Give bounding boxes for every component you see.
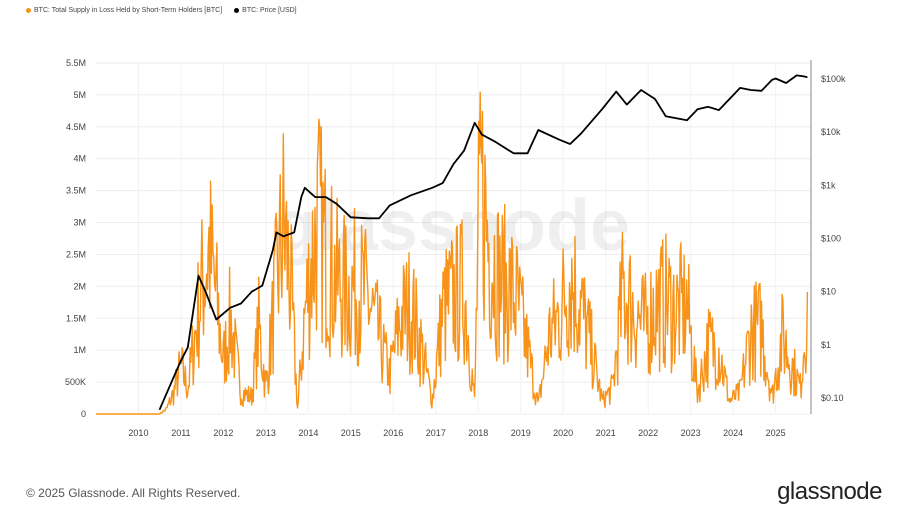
left-tick-label: 4.5M bbox=[66, 122, 86, 132]
price-line bbox=[158, 74, 808, 411]
legend-label-price: BTC: Price [USD] bbox=[242, 6, 297, 14]
chart-legend: BTC: Total Supply in Loss Held by Short-… bbox=[26, 4, 297, 16]
right-tick-label: $10 bbox=[821, 287, 836, 297]
legend-label-supply-in-loss: BTC: Total Supply in Loss Held by Short-… bbox=[34, 6, 223, 14]
legend-dot-supply-in-loss bbox=[26, 7, 31, 13]
x-tick-label: 2021 bbox=[596, 428, 616, 438]
left-tick-label: 1.5M bbox=[66, 313, 86, 323]
supply-series bbox=[96, 91, 809, 415]
grid bbox=[96, 62, 811, 415]
x-tick-label: 2014 bbox=[298, 428, 318, 438]
x-tick-label: 2023 bbox=[681, 428, 701, 438]
x-tick-label: 2024 bbox=[723, 428, 743, 438]
x-axis: 2010 2011 2012 2013 2014 2015 2016 2017 2018 2019… bbox=[128, 428, 785, 438]
left-tick-label: 2.5M bbox=[66, 249, 86, 259]
x-tick-label: 2013 bbox=[256, 428, 276, 438]
right-tick-label: $1 bbox=[821, 340, 831, 350]
chart-area: glassnode 0500K1M1.5M2M2.5M3M3.5M4M4.5M5… bbox=[65, 58, 846, 438]
right-tick-label: $100 bbox=[821, 234, 841, 244]
left-tick-label: 2M bbox=[73, 281, 86, 291]
left-tick-label: 5.5M bbox=[66, 58, 86, 68]
left-tick-label: 0 bbox=[81, 409, 86, 419]
right-tick-label: $1k bbox=[821, 180, 836, 190]
legend-dot-price bbox=[234, 7, 240, 13]
left-axis: 0 500K 1M 1.5M 2M 2.5M 3M 3.5M 4M 4.5M 5M 5.5M bbox=[65, 58, 86, 419]
right-axis: $0.10 $1 $10 $100 $1k $10k $100k bbox=[821, 74, 846, 403]
footer-copyright: © 2025 Glassnode. All Rights Reserved. bbox=[26, 486, 241, 500]
legend-item-price[interactable]: BTC: Price [USD] bbox=[234, 6, 297, 14]
x-tick-label: 2012 bbox=[213, 428, 233, 438]
x-tick-label: 2025 bbox=[766, 428, 786, 438]
x-tick-label: 2011 bbox=[171, 428, 190, 438]
x-tick-label: 2015 bbox=[341, 428, 361, 438]
supply-line bbox=[96, 91, 809, 415]
left-tick-label: 5M bbox=[73, 90, 86, 100]
x-tick-label: 2019 bbox=[511, 428, 531, 438]
left-tick-label: 4M bbox=[73, 154, 86, 164]
x-tick-label: 2018 bbox=[468, 428, 488, 438]
x-tick-label: 2022 bbox=[638, 428, 658, 438]
right-tick-label: $0.10 bbox=[821, 393, 844, 403]
x-tick-label: 2016 bbox=[383, 428, 403, 438]
left-tick-label: 500K bbox=[65, 377, 86, 387]
price-series bbox=[158, 74, 808, 411]
left-tick-label: 3M bbox=[73, 218, 86, 228]
left-tick-label: 1M bbox=[73, 345, 86, 355]
glassnode-logo[interactable]: glassnode bbox=[777, 478, 882, 505]
right-tick-label: $10k bbox=[821, 127, 841, 137]
x-tick-label: 2010 bbox=[128, 428, 148, 438]
legend-item-supply-in-loss[interactable]: BTC: Total Supply in Loss Held by Short-… bbox=[26, 7, 222, 14]
left-tick-label: 3.5M bbox=[66, 186, 86, 196]
x-tick-label: 2017 bbox=[426, 428, 446, 438]
right-tick-label: $100k bbox=[821, 74, 846, 84]
x-tick-label: 2020 bbox=[553, 428, 573, 438]
